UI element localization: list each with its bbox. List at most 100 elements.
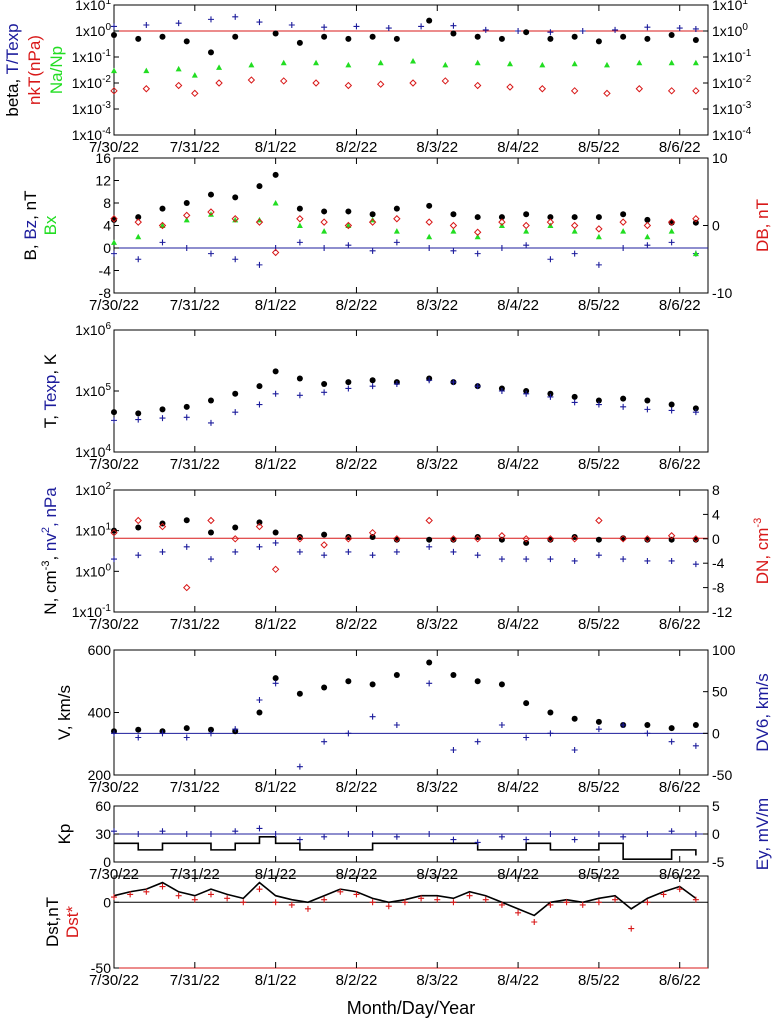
data-point [111,239,117,245]
data-point [498,556,505,563]
y-tick-label: 1x102 [75,481,111,498]
data-point [207,831,214,837]
data-point [393,381,400,388]
data-point [393,35,400,42]
data-point [271,248,280,257]
data-point [159,406,166,413]
x-tick-label: 8/3/22 [416,297,458,314]
data-point [272,539,279,546]
data-point [474,552,481,559]
data-point [523,211,530,218]
data-point [345,385,352,392]
y2-tick-label: 8 [712,482,720,498]
data-point [595,401,602,408]
data-point [111,527,117,534]
data-point [232,524,239,531]
data-point [619,535,627,543]
data-point [369,831,376,837]
data-point [304,905,311,912]
data-point [320,218,328,226]
data-point [321,552,328,559]
data-point [570,221,579,230]
data-point [232,409,239,416]
data-point [450,228,457,234]
data-point [158,221,167,230]
data-point [643,221,652,230]
data-point [207,49,214,56]
data-point [345,61,352,68]
data-point [159,205,166,212]
data-point [450,536,457,543]
plot-frame [113,329,709,453]
data-point [595,261,602,268]
data-point [183,403,190,410]
data-point [207,250,214,257]
data-point [207,208,215,216]
data-point [668,228,675,234]
data-point [111,730,117,737]
data-point [531,919,538,925]
data-point [135,416,142,423]
data-point [135,831,142,837]
data-point [207,891,214,898]
data-point [571,533,578,540]
data-point [620,722,627,728]
data-point [498,722,505,728]
data-point [473,81,482,90]
data-point [369,533,376,540]
data-point [134,218,142,226]
data-point [676,25,683,32]
data-point [523,556,530,563]
y-tick-label: 600 [88,642,112,658]
panel-plasma-ratios: 1x101 1x100 1x10-1 1x10-2 1x10-3 1x10-4 1x101 1… [3,0,752,156]
data-point [369,211,376,218]
x-tick-label: 8/2/22 [336,139,378,156]
data-point [296,836,303,843]
data-point [474,233,481,240]
data-point [692,831,699,837]
x-tick-label: 8/6/22 [659,139,701,156]
data-point [668,557,675,564]
data-point [595,552,602,559]
data-point [426,17,433,24]
series-black [111,17,699,56]
data-point [288,901,295,908]
series-line [113,881,697,917]
data-point [595,214,602,221]
data-point [296,215,304,223]
y2-tick-label: -5 [712,854,725,870]
data-point [426,831,433,837]
data-point [183,216,190,223]
data-point [595,233,602,240]
data-point [256,401,263,408]
data-point [474,678,481,685]
data-point [369,383,376,390]
data-point [426,680,433,687]
y-tick-label: 200 [88,767,112,783]
data-point [546,218,555,226]
data-point [183,831,190,837]
data-point [547,556,554,563]
data-point [393,205,400,212]
data-point [288,22,295,29]
x-tick-label: 8/5/22 [578,779,620,796]
data-point [110,528,118,537]
y-tick-label: 1x104 [75,443,111,460]
data-point [240,899,247,906]
data-point [255,218,264,226]
y2-tick-label: 0 [712,531,720,547]
data-point [393,722,400,728]
data-point [183,38,190,45]
data-point [255,522,264,531]
data-point [692,87,700,95]
data-point [595,536,602,543]
data-point [498,245,505,251]
y-axis-label-2: Bx [41,215,60,235]
plot-frame [113,157,709,294]
data-point [256,261,263,268]
data-point [667,218,676,226]
y2-tick-label: 1x10-1 [712,48,752,65]
x-tick-label: 8/4/22 [497,779,539,796]
data-point [296,39,303,46]
data-point [175,20,182,27]
